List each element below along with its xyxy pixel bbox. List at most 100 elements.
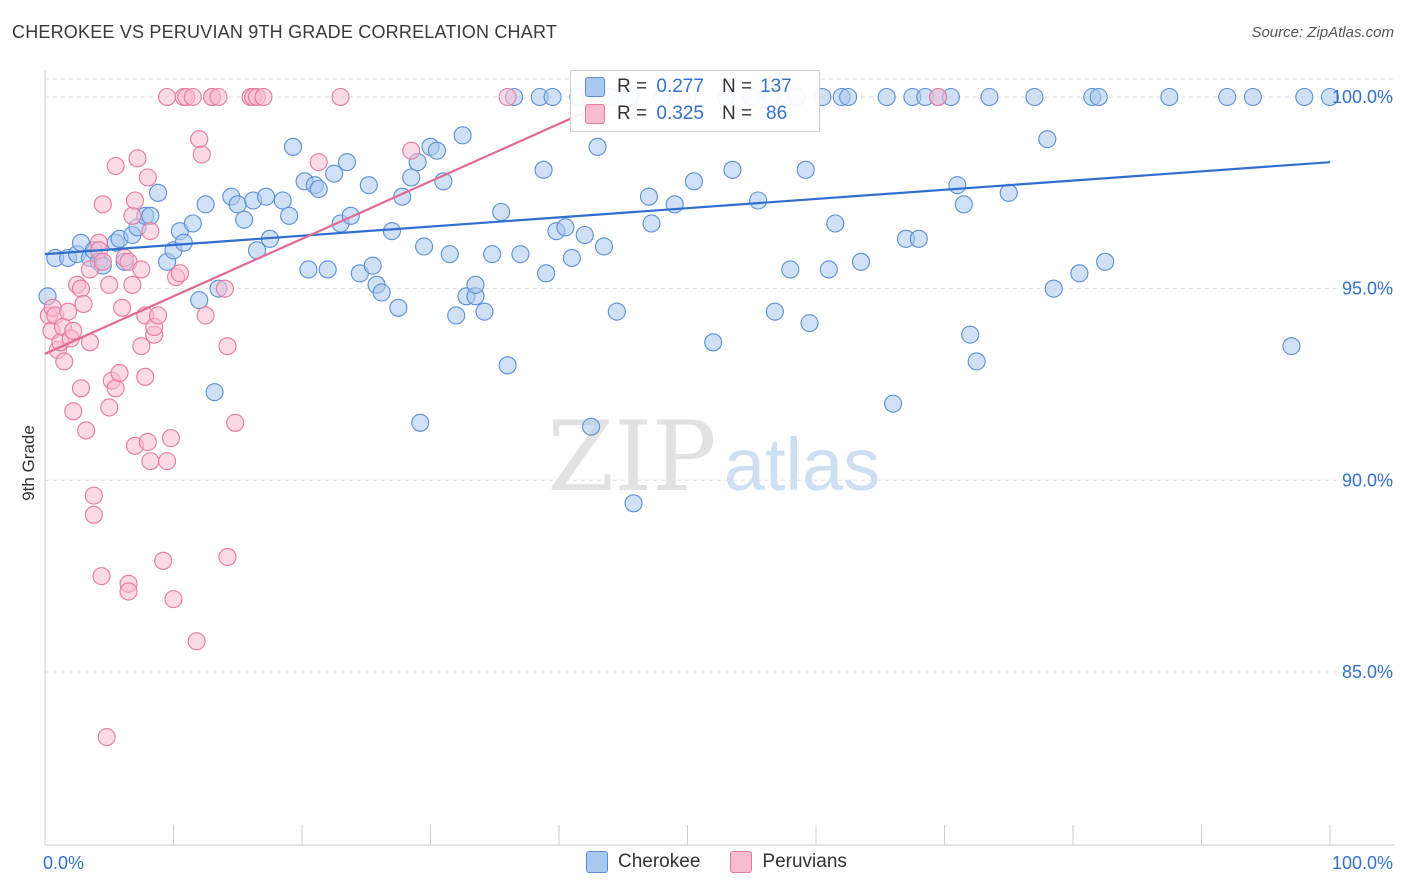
cherokee-point (723, 160, 742, 179)
peruvians-point (192, 145, 211, 164)
y-axis-label: 9th Grade (19, 425, 38, 501)
cherokee-point (337, 153, 357, 172)
peruvians-point (92, 567, 111, 586)
peruvians-legend-label: Peruvians (762, 851, 847, 872)
cherokee-point (1218, 87, 1237, 107)
cherokee-point (174, 233, 193, 252)
peruvians-point (209, 87, 228, 107)
y-tick-label: 95.0% (1342, 279, 1393, 299)
cherokee-point (1282, 337, 1301, 356)
peruvians-point (138, 432, 157, 452)
peruvians-point (128, 149, 147, 168)
chart-title: CHEROKEE VS PERUVIAN 9TH GRADE CORRELATI… (12, 22, 558, 42)
peruvians-point (196, 306, 215, 325)
cherokee-point (389, 298, 408, 317)
cherokee-point (537, 264, 556, 283)
peruvians-point (132, 337, 151, 356)
peruvians-point (100, 275, 119, 294)
cherokee-point (961, 325, 980, 344)
peruvians-point (119, 582, 138, 601)
cherokee-point (1243, 87, 1262, 107)
cherokee-point (190, 291, 209, 310)
cherokee-point (372, 283, 391, 302)
peruvians-point (59, 302, 78, 321)
cherokee-point (642, 214, 661, 233)
legend-item-peruvians: Peruvians (730, 851, 847, 873)
peruvians-point (55, 352, 74, 371)
cherokee-point (704, 333, 723, 352)
peruvians-point (190, 130, 209, 149)
cherokee-point (205, 383, 224, 402)
cherokee-point (498, 356, 517, 375)
cherokee-point (819, 260, 838, 279)
cherokee-point (781, 260, 800, 279)
peruvians-point (158, 452, 177, 471)
cherokee-point (475, 302, 494, 321)
legend-r-label: R = (617, 103, 648, 124)
peruvians-point (141, 452, 160, 471)
cherokee-point (954, 195, 973, 214)
cherokee-point (967, 352, 986, 371)
correlation-legend: R = 0.277 N = 137 R = 0.325 N = 86 (570, 70, 820, 132)
cherokee-point (839, 87, 858, 107)
cherokee-point (318, 260, 337, 279)
cherokee-point (556, 218, 575, 237)
cherokee-point (796, 160, 815, 179)
cherokee-point (800, 314, 819, 333)
cherokee-point (1044, 279, 1063, 298)
cherokee-point (588, 137, 607, 156)
peruvians-point (498, 87, 517, 107)
peruvians-trend-line (44, 111, 586, 355)
peruvians-point (77, 421, 96, 440)
cherokee-point (980, 87, 999, 107)
peruvians-point (97, 728, 116, 747)
cherokee-point (427, 141, 446, 160)
peruvians-point (215, 279, 234, 298)
legend-r-value: 0.277 (656, 76, 704, 97)
cherokee-point (851, 252, 871, 271)
peruvians-point (71, 379, 91, 398)
peruvians-point (106, 379, 125, 398)
peruvians-point (123, 206, 142, 225)
legend-n-value: 86 (766, 103, 788, 124)
source-label: Source: ZipAtlas.com (1251, 24, 1394, 41)
cherokee-point (149, 183, 168, 202)
cherokee-point (256, 187, 276, 206)
tick-labels: 100.0% 95.0% 90.0% 85.0% 0.0% 100.0% (43, 87, 1393, 873)
cherokee-point (1295, 87, 1314, 107)
cherokee-point (582, 417, 601, 436)
peruvians-point (226, 413, 245, 432)
peruvians-point (164, 590, 183, 609)
cherokee-point (411, 413, 430, 432)
cherokee-point (562, 248, 581, 268)
cherokee-point (999, 183, 1018, 202)
legend-r-value: 0.325 (656, 103, 704, 124)
peruvians-point (929, 87, 948, 107)
cherokee-point (1025, 87, 1044, 107)
cherokee-point (196, 195, 215, 214)
cherokee-point (363, 256, 382, 275)
cherokee-point (684, 172, 703, 191)
cherokee-point (543, 87, 562, 107)
peruvians-point (84, 505, 103, 524)
legend-row-cherokee: R = 0.277 N = 137 (585, 74, 792, 100)
peruvians-point (161, 429, 180, 448)
cherokee-trend-line (44, 161, 1331, 256)
peruvians-point (93, 195, 112, 214)
cherokee-point (1160, 87, 1179, 107)
cherokee-point (594, 237, 614, 256)
cherokee-point (607, 302, 626, 321)
legend-row-peruvians: R = 0.325 N = 86 (585, 101, 787, 127)
cherokee-point (447, 306, 466, 325)
cherokee-point (325, 164, 344, 183)
cherokee-point (235, 210, 254, 229)
peruvians-point (132, 260, 151, 279)
cherokee-point (1320, 87, 1340, 107)
cherokee-point (273, 191, 292, 210)
cherokee-point (877, 87, 896, 107)
peruvians-point (141, 222, 160, 241)
peruvians-point (149, 306, 168, 325)
cherokee-point (534, 160, 553, 179)
cherokee-point (402, 168, 421, 187)
cherokee-point (183, 214, 202, 233)
